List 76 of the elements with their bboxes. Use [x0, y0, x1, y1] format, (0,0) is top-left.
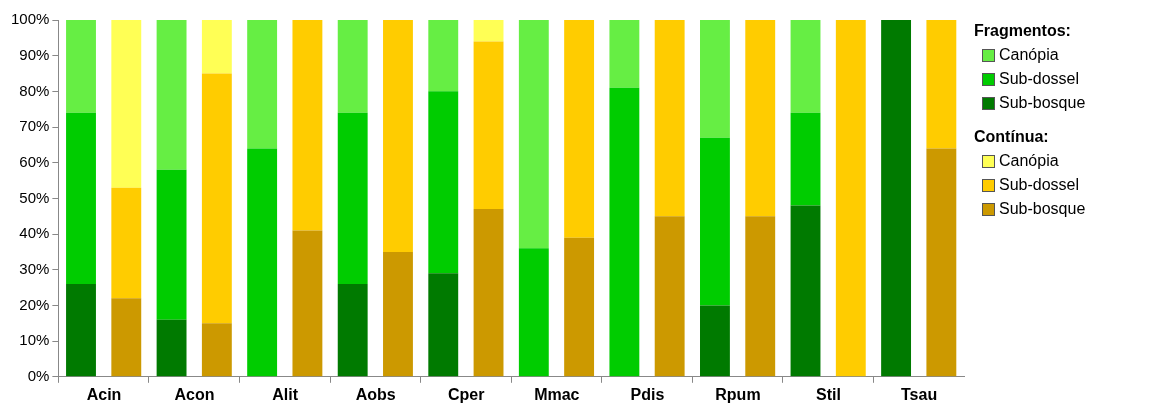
bar: [428, 273, 459, 377]
x-tick-label: Alit: [272, 385, 299, 403]
bar: [609, 87, 640, 377]
bar: [700, 305, 730, 377]
bar: [337, 20, 368, 113]
y-tick-label: 90%: [19, 45, 50, 63]
y-tick-label: 100%: [10, 10, 50, 28]
legend-label: Sub-dossel: [999, 176, 1080, 194]
bar: [292, 230, 323, 377]
y-tick-label: 0%: [27, 366, 50, 384]
bar: [383, 20, 413, 252]
bar: [247, 20, 278, 149]
bar: [156, 319, 187, 377]
bar: [66, 112, 96, 285]
bar: [66, 20, 96, 113]
bar: [66, 284, 96, 377]
bar: [337, 112, 368, 285]
text: Contínua:: [974, 128, 1049, 145]
x-tick-label: Pdis: [630, 385, 665, 403]
bar: [156, 169, 187, 320]
x-tick-label: Aobs: [355, 385, 396, 403]
bar: [111, 20, 142, 188]
x-tick-label: Rpum: [715, 385, 761, 403]
bar: [473, 209, 504, 377]
x-tick-label: Stil: [816, 385, 841, 403]
bar: [518, 20, 549, 249]
bar: [383, 251, 413, 377]
x-tick-label: Tsau: [901, 385, 938, 403]
bar: [518, 248, 549, 377]
bar: [473, 41, 504, 210]
bar: [564, 20, 595, 238]
bar: [473, 20, 504, 42]
y-tick-label: 70%: [19, 117, 50, 135]
bar: [790, 112, 821, 206]
bar: [654, 216, 685, 377]
bar: [745, 216, 776, 377]
y-tick-label: 40%: [19, 224, 50, 242]
bar: [428, 91, 459, 274]
bar: [111, 187, 142, 299]
bar: [700, 20, 730, 138]
bar: [337, 284, 368, 377]
x-tick-label: Cper: [448, 385, 485, 403]
bar: [835, 20, 866, 377]
y-tick-label: 20%: [19, 295, 50, 313]
y-tick-label: 10%: [19, 331, 50, 349]
y-tick-label: 60%: [19, 152, 50, 170]
bar: [745, 20, 776, 217]
text: Fragmentos:: [974, 22, 1071, 39]
bar: [292, 20, 323, 231]
bar: [654, 20, 685, 217]
y-tick-label: 80%: [19, 81, 50, 99]
bar: [428, 20, 459, 92]
legend-label: Canópia: [999, 152, 1059, 170]
y-tick-label: 30%: [19, 259, 50, 277]
bar: [201, 323, 232, 377]
bar: [201, 73, 232, 324]
bar: [609, 20, 640, 88]
bar: [111, 298, 142, 377]
bar: [700, 137, 730, 306]
bar: [926, 148, 957, 377]
bar: [926, 20, 957, 149]
bar: [790, 20, 821, 113]
legend-label: Sub-bosque: [999, 94, 1086, 112]
bar: [201, 20, 232, 74]
bar: [247, 148, 278, 377]
bar: [156, 20, 187, 170]
y-tick-label: 50%: [19, 188, 50, 206]
bar: [564, 237, 595, 377]
x-tick-label: Acin: [86, 385, 122, 403]
x-tick-label: Mmac: [534, 385, 580, 403]
bar: [881, 20, 912, 377]
bar: [790, 205, 821, 377]
legend-label: Canópia: [999, 46, 1059, 64]
x-tick-label: Acon: [174, 385, 215, 403]
legend-label: Sub-dossel: [999, 70, 1080, 88]
legend-label: Sub-bosque: [999, 200, 1086, 218]
